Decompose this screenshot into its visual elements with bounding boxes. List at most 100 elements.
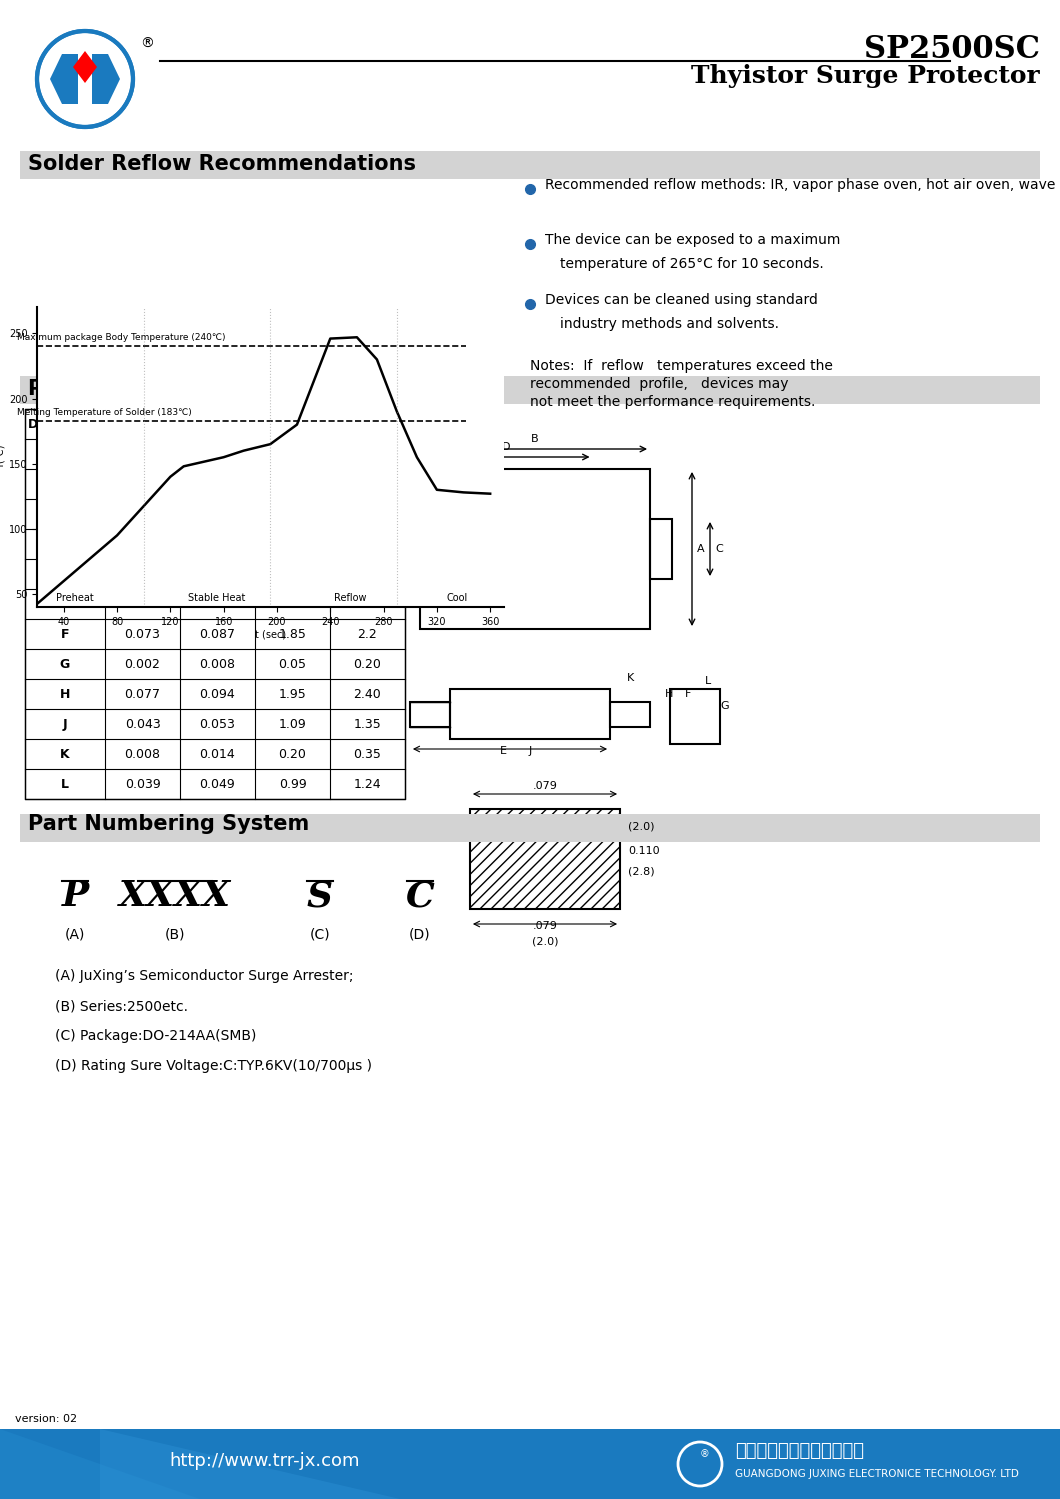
Text: H: H <box>665 690 673 699</box>
Text: 4.70: 4.70 <box>354 568 382 580</box>
Text: H: H <box>59 688 70 700</box>
Text: 0.20: 0.20 <box>354 658 382 670</box>
Text: .079: .079 <box>532 920 558 931</box>
Text: A: A <box>60 478 70 490</box>
Text: A: A <box>697 544 705 555</box>
Text: MAX: MAX <box>353 448 383 460</box>
Text: Product Dimensions: Product Dimensions <box>28 379 264 399</box>
Text: 5.59: 5.59 <box>354 508 382 520</box>
Y-axis label: T(℃): T(℃) <box>0 445 6 469</box>
Text: 0.056: 0.056 <box>199 598 235 610</box>
Text: 0.008: 0.008 <box>199 658 235 670</box>
Text: 0.053: 0.053 <box>199 718 235 730</box>
Text: 2.11: 2.11 <box>354 538 382 550</box>
Text: 0.077: 0.077 <box>124 688 160 700</box>
Text: F: F <box>60 628 69 640</box>
Text: 0.185: 0.185 <box>199 568 235 580</box>
Bar <box>20 151 1040 178</box>
Text: Cool: Cool <box>446 592 467 603</box>
Text: E: E <box>500 747 507 755</box>
Text: GUANGDONG JUXING ELECTRONICE TECHNOLOGY. LTD: GUANGDONG JUXING ELECTRONICE TECHNOLOGY.… <box>735 1469 1019 1480</box>
Text: 0.20: 0.20 <box>279 748 306 760</box>
Bar <box>398 519 420 579</box>
Text: C: C <box>716 544 723 555</box>
Text: Stable Heat: Stable Heat <box>189 592 246 603</box>
Text: (2.0): (2.0) <box>532 935 559 946</box>
Text: Melting Temperature of Solder (183℃): Melting Temperature of Solder (183℃) <box>17 408 192 417</box>
Text: 0.22: 0.22 <box>204 508 231 520</box>
Text: Millimeters: Millimeters <box>290 418 369 430</box>
Text: Preheat: Preheat <box>55 592 93 603</box>
Text: (2.0): (2.0) <box>628 821 654 830</box>
Text: F: F <box>685 690 691 699</box>
Text: 0.05: 0.05 <box>279 658 306 670</box>
Text: 0.039: 0.039 <box>125 778 160 790</box>
Text: K: K <box>626 673 634 684</box>
Text: ®: ® <box>700 1450 710 1459</box>
Text: D: D <box>502 442 511 453</box>
Text: not meet the performance requirements.: not meet the performance requirements. <box>530 396 815 409</box>
Text: J: J <box>63 718 68 730</box>
Text: D: D <box>59 568 70 580</box>
Bar <box>610 702 650 727</box>
Bar <box>450 690 610 739</box>
Text: 2.2: 2.2 <box>357 628 377 640</box>
Text: Dimension: Dimension <box>29 418 102 430</box>
Text: MAX: MAX <box>202 448 232 460</box>
Text: 0.014: 0.014 <box>199 748 235 760</box>
Text: (2.8): (2.8) <box>628 866 655 875</box>
Bar <box>670 690 720 744</box>
Text: C: C <box>406 878 435 913</box>
Text: (D) Rating Sure Voltage:C:TYP.6KV(10/700μs ): (D) Rating Sure Voltage:C:TYP.6KV(10/700… <box>55 1058 372 1073</box>
Text: 1.85: 1.85 <box>279 628 306 640</box>
Bar <box>650 519 672 579</box>
Text: 4.22: 4.22 <box>279 568 306 580</box>
Text: 0.166: 0.166 <box>125 568 160 580</box>
Text: C: C <box>60 538 70 550</box>
Text: http://www.trr-jx.com: http://www.trr-jx.com <box>170 1453 360 1471</box>
Text: 0.99: 0.99 <box>279 778 306 790</box>
Text: 0.110: 0.110 <box>628 845 659 856</box>
Text: (B): (B) <box>164 926 186 941</box>
Text: 0.002: 0.002 <box>125 658 160 670</box>
Polygon shape <box>73 51 98 82</box>
X-axis label: t (sec): t (sec) <box>254 630 286 640</box>
Text: P: P <box>61 878 89 913</box>
Text: L: L <box>705 676 711 687</box>
Text: 2.40: 2.40 <box>354 688 382 700</box>
Text: (B) Series:2500etc.: (B) Series:2500etc. <box>55 998 188 1013</box>
Text: E: E <box>60 598 69 610</box>
Text: G: G <box>720 702 728 711</box>
Text: S: S <box>307 878 333 913</box>
Text: G: G <box>59 658 70 670</box>
Text: industry methods and solvents.: industry methods and solvents. <box>560 316 779 331</box>
Text: 广东颅兴电子科技有限公司: 广东颅兴电子科技有限公司 <box>735 1442 864 1460</box>
Text: 0.91: 0.91 <box>279 598 306 610</box>
Text: temperature of 265°C for 10 seconds.: temperature of 265°C for 10 seconds. <box>560 256 824 271</box>
Text: 0.155: 0.155 <box>199 478 235 490</box>
Text: (A): (A) <box>65 926 85 941</box>
Text: 1.95: 1.95 <box>279 688 306 700</box>
Text: Part Numbering System: Part Numbering System <box>28 814 310 833</box>
Text: 0.008: 0.008 <box>124 748 160 760</box>
Bar <box>20 814 1040 842</box>
Text: 0.087: 0.087 <box>199 628 235 640</box>
Text: 1.35: 1.35 <box>354 718 382 730</box>
Text: B: B <box>531 435 538 444</box>
Text: .079: .079 <box>532 781 558 791</box>
Text: 1.42: 1.42 <box>354 598 382 610</box>
Text: 3.40: 3.40 <box>279 478 306 490</box>
Text: 0.043: 0.043 <box>125 718 160 730</box>
Bar <box>20 376 1040 405</box>
Polygon shape <box>92 54 120 103</box>
Bar <box>410 702 450 727</box>
Text: B: B <box>60 508 70 520</box>
Text: (A) JuXing’s Semiconductor Surge Arrester;: (A) JuXing’s Semiconductor Surge Arreste… <box>55 968 353 983</box>
Text: XXXX: XXXX <box>119 878 231 913</box>
Text: 0.35: 0.35 <box>354 748 382 760</box>
Text: Reflow: Reflow <box>334 592 367 603</box>
Text: 0.094: 0.094 <box>199 688 235 700</box>
Text: Thyistor Surge Protector: Thyistor Surge Protector <box>691 64 1040 88</box>
Text: 0.075: 0.075 <box>124 538 160 550</box>
Text: 0.036: 0.036 <box>125 598 160 610</box>
